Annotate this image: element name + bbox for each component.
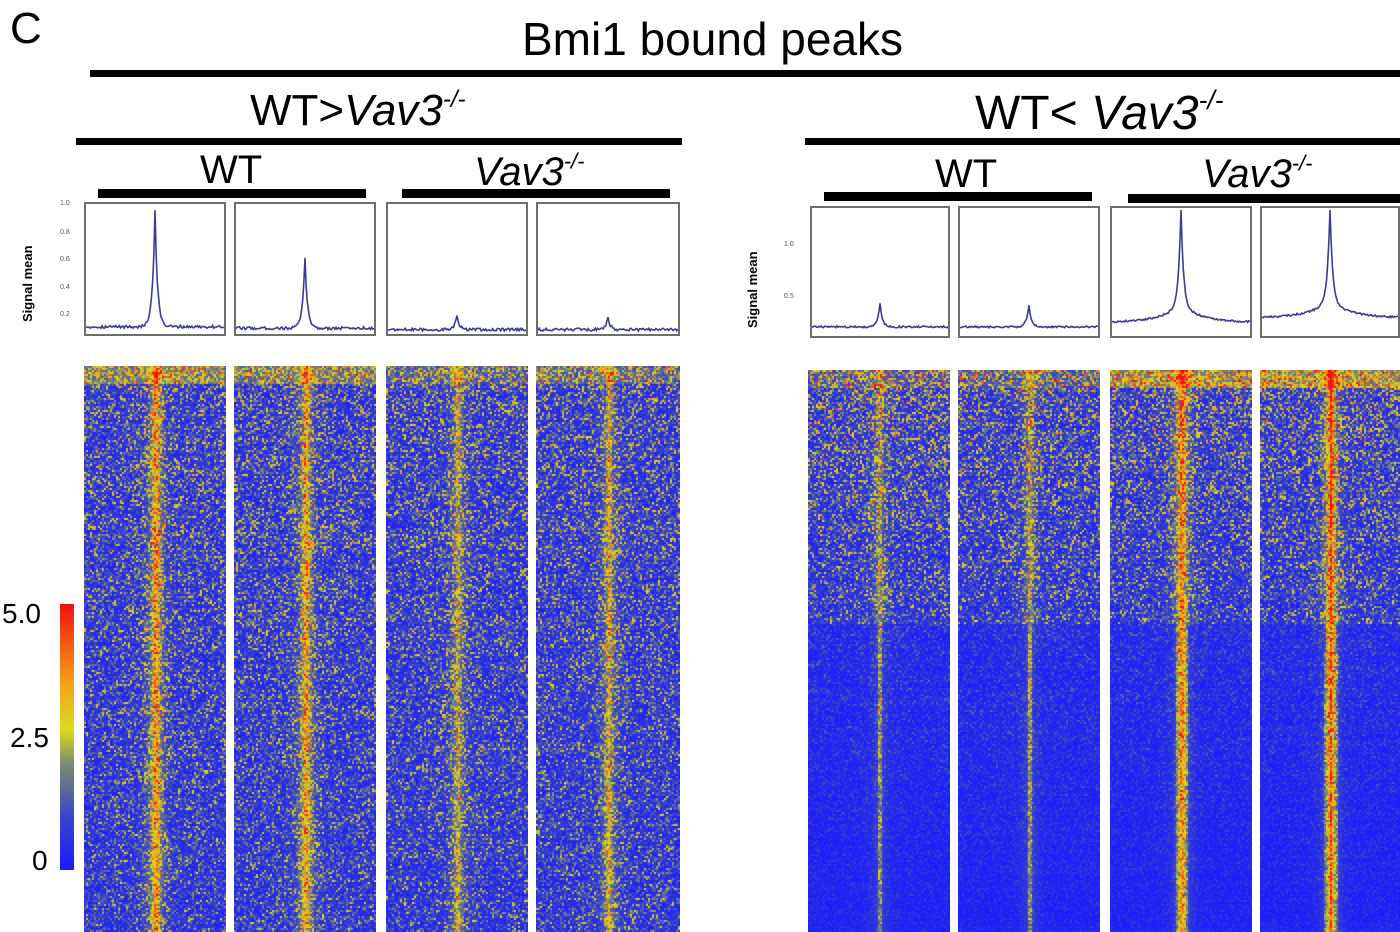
profile-line [538, 316, 678, 333]
colorbar [60, 604, 74, 870]
ylabel-left: Signal mean [20, 245, 35, 322]
profile-plot [386, 202, 528, 336]
heatmap-panel [958, 370, 1100, 932]
group-label-left: WT>Vav3-/- [250, 85, 466, 135]
left-tick: 0.2 [60, 311, 70, 318]
profile-svg [1112, 209, 1250, 324]
subgroup-ko-left: Vav3-/- [474, 148, 585, 194]
heatmap-canvas [234, 366, 376, 932]
profile-plot [810, 206, 950, 338]
subgroup-underline-wt-left [98, 189, 366, 198]
heatmap-canvas [958, 370, 1100, 932]
subgroup-wt-right: WT [935, 152, 998, 196]
profile-svg [388, 315, 526, 333]
group-underline-left [76, 138, 682, 145]
profile-line [388, 315, 526, 333]
heatmap-panel [1260, 370, 1400, 932]
heatmap-canvas [1260, 370, 1400, 932]
profile-line [812, 303, 948, 329]
page-title: Bmi1 bound peaks [522, 13, 904, 65]
profile-line [960, 305, 1098, 330]
title-underline [90, 70, 1400, 77]
subgroup-wt-left: WT [200, 148, 263, 192]
heatmap-panel [808, 370, 950, 932]
profile-svg [1262, 209, 1398, 319]
subgroup-underline-ko-left [402, 189, 670, 198]
profile-line [1112, 209, 1250, 324]
left-tick: 0.6 [60, 256, 70, 263]
profile-plot [1110, 206, 1252, 338]
panel-letter: C [10, 4, 42, 53]
profile-line [1262, 209, 1398, 319]
left-tick: 1.0 [60, 200, 70, 207]
profile-plot [84, 202, 226, 336]
heatmap-panel [386, 366, 528, 932]
left-tick: 0.4 [60, 284, 70, 291]
heatmap-panel [536, 366, 680, 932]
subgroup-ko-right: Vav3-/- [1202, 150, 1313, 196]
profile-svg [236, 257, 374, 332]
heatmap-canvas [808, 370, 950, 932]
heatmap-canvas [84, 366, 226, 932]
group-label-right: WT< Vav3-/- [975, 85, 1224, 140]
heatmap-panel [84, 366, 226, 932]
ylabel-right: Signal mean [745, 251, 760, 328]
profile-svg [86, 210, 224, 330]
profile-plot [536, 202, 680, 336]
colorbar-mid-label: 2.5 [10, 722, 49, 753]
profile-svg [960, 305, 1098, 330]
heatmap-canvas [536, 366, 680, 932]
right-tick: 0.5 [784, 293, 794, 300]
profile-plot [234, 202, 376, 336]
group-underline-right [805, 138, 1400, 145]
heatmap-panel [234, 366, 376, 932]
heatmap-canvas [1110, 370, 1252, 932]
colorbar-min-label: 0 [32, 845, 48, 876]
heatmap-canvas [386, 366, 528, 932]
profile-line [86, 210, 224, 330]
subgroup-underline-ko-right [1128, 194, 1400, 203]
right-tick: 1.0 [784, 241, 794, 248]
heatmap-panel [1110, 370, 1252, 932]
profile-plot [958, 206, 1100, 338]
profile-line [236, 257, 374, 332]
profile-svg [538, 316, 678, 333]
profile-svg [812, 303, 948, 329]
left-tick: 0.8 [60, 229, 70, 236]
profile-plot [1260, 206, 1400, 338]
colorbar-max-label: 5.0 [2, 598, 41, 629]
subgroup-underline-wt-right [824, 192, 1092, 201]
